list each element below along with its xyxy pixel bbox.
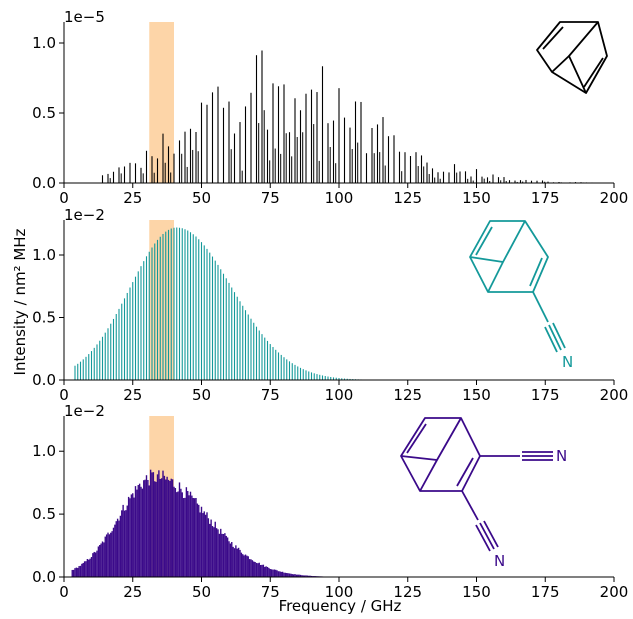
x-tick-label: 75 (261, 189, 280, 207)
spectrum-bars (101, 50, 601, 183)
spectrum-bars (74, 227, 450, 380)
panel-bicyclo-octadiene: 0 25 50 75 100 125 150 175 200 0.0 0.5 1.0 1e−5 (32, 8, 628, 207)
x-tick-label: 175 (531, 189, 560, 207)
x-tick-label: 25 (123, 386, 142, 404)
y-tick-label: 1.0 (32, 246, 56, 264)
axes: 0 25 50 75 100 125 150 175 200 0.0 0.5 1.0 (32, 220, 628, 404)
axes: 0 25 50 75 100 125 150 175 200 0.0 0.5 1.0 (32, 416, 628, 601)
x-tick-label: 0 (59, 189, 69, 207)
x-tick-label: 0 (59, 583, 69, 601)
x-tick-label: 175 (531, 386, 560, 404)
nitrogen-label: N (562, 353, 573, 371)
molecule-structure-icon (536, 21, 608, 94)
x-axis-label: Frequency / GHz (279, 597, 402, 615)
nitrogen-label: N (556, 447, 567, 465)
x-tick-label: 125 (393, 583, 422, 601)
x-tick-label: 125 (393, 189, 422, 207)
molecule-structure-icon (400, 417, 553, 552)
x-tick-label: 150 (462, 189, 491, 207)
x-tick-label: 50 (192, 189, 211, 207)
x-tick-label: 75 (261, 583, 280, 601)
x-tick-label: 50 (192, 386, 211, 404)
y-tick-label: 0.0 (32, 371, 56, 389)
x-tick-label: 100 (325, 386, 354, 404)
x-tick-label: 150 (462, 583, 491, 601)
x-tick-label: 100 (325, 583, 354, 601)
molecule-structure-icon (469, 220, 566, 353)
y-tick-label: 0.0 (32, 174, 56, 192)
y-tick-label: 0.5 (32, 104, 56, 122)
y-tick-label: 0.5 (32, 309, 56, 327)
x-tick-label: 25 (123, 189, 142, 207)
y-tick-label: 1.0 (32, 34, 56, 52)
y-tick-label: 1.0 (32, 442, 56, 460)
x-tick-label: 125 (393, 386, 422, 404)
highlight-band (149, 220, 174, 380)
highlight-band (149, 22, 174, 183)
scale-label: 1e−5 (64, 8, 105, 26)
x-tick-label: 200 (600, 386, 629, 404)
panel-dicyano: 0 25 50 75 100 125 150 175 200 0.0 0.5 1.0 1e−2 N N (32, 402, 628, 601)
x-tick-label: 150 (462, 386, 491, 404)
y-tick-label: 0.0 (32, 568, 56, 586)
y-tick-label: 0.5 (32, 505, 56, 523)
panel-monocyano: 0 25 50 75 100 125 150 175 200 0.0 0.5 1.0 1e−2 N (32, 206, 628, 404)
nitrogen-label: N (494, 552, 505, 570)
x-tick-label: 50 (192, 583, 211, 601)
scale-label: 1e−2 (64, 402, 105, 420)
y-axis-label: Intensity / nm² MHz (11, 228, 29, 375)
x-tick-label: 200 (600, 583, 629, 601)
axes: 0 25 50 75 100 125 150 175 200 0.0 0.5 1.0 (32, 22, 628, 207)
x-tick-label: 0 (59, 386, 69, 404)
x-tick-label: 75 (261, 386, 280, 404)
scale-label: 1e−2 (64, 206, 105, 224)
x-tick-label: 100 (325, 189, 354, 207)
x-tick-label: 200 (600, 189, 629, 207)
x-tick-label: 25 (123, 583, 142, 601)
spectrum-bars (71, 469, 423, 577)
x-tick-label: 175 (531, 583, 560, 601)
